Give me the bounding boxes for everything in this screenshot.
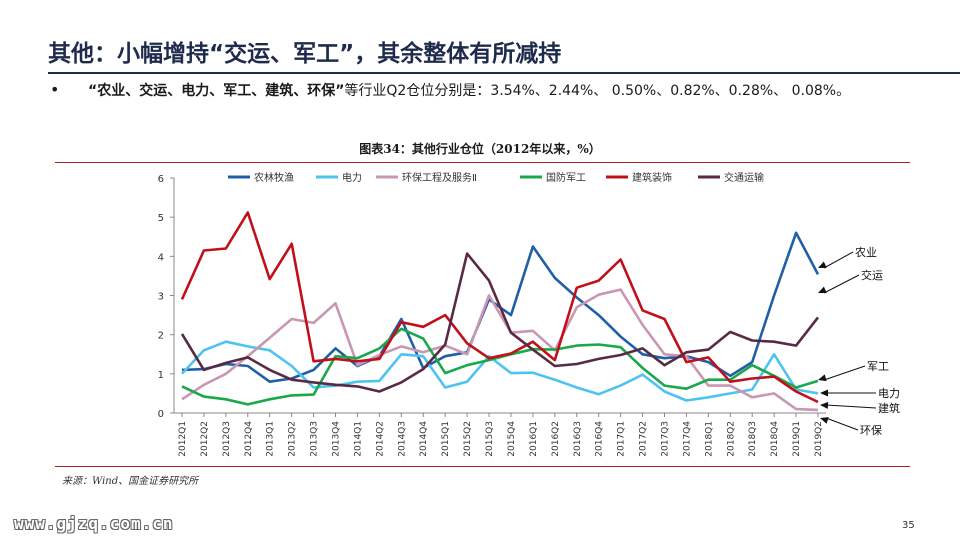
x-tick-label: 2016Q3 <box>573 421 583 457</box>
annotation-label: 农业 <box>855 245 877 259</box>
figure-top-rule <box>55 162 910 163</box>
annotation-label: 交运 <box>861 268 883 282</box>
series-line <box>180 252 820 393</box>
legend-label: 环保工程及服务Ⅱ <box>402 171 477 184</box>
x-tick-label: 2012Q2 <box>200 421 210 457</box>
x-tick-label: 2015Q4 <box>507 421 517 457</box>
y-tick-label: 0 <box>158 409 164 420</box>
x-tick-label: 2014Q2 <box>375 421 385 457</box>
x-tick-label: 2016Q1 <box>529 421 539 457</box>
x-tick-label: 2013Q2 <box>288 421 298 457</box>
x-tick-label: 2017Q1 <box>617 421 627 457</box>
annotation-arrow-line <box>823 251 854 269</box>
x-tick-label: 2014Q1 <box>353 421 363 457</box>
page-title: 其他：小幅增持“交运、军工”，其余整体有所减持 <box>48 41 562 67</box>
annotation-arrow-line <box>823 274 860 294</box>
x-tick-label: 2016Q4 <box>595 421 605 457</box>
annotation-arrow-head <box>818 261 827 268</box>
x-tick-label: 2013Q3 <box>310 421 320 457</box>
annotation-label: 军工 <box>867 360 889 373</box>
x-tick-label: 2017Q3 <box>660 421 670 457</box>
annotation-arrow-head <box>818 286 827 293</box>
annotation-label: 建筑 <box>878 401 900 415</box>
title-divider <box>48 72 960 74</box>
bullet-text: “农业、交运、电力、军工、建筑、环保”等行业Q2仓位分别是：3.54%、2.44… <box>88 80 928 102</box>
x-tick-label: 2013Q4 <box>332 421 342 457</box>
legend-label: 农林牧渔 <box>254 171 294 184</box>
y-tick-label: 4 <box>158 252 164 263</box>
annotation-arrow-head <box>820 401 829 409</box>
legend-label: 电力 <box>342 171 362 184</box>
y-tick-label: 5 <box>158 213 164 224</box>
figure-title: 图表34：其他行业仓位（2012年以来，%） <box>359 142 601 156</box>
annotation-arrow-head <box>820 417 829 424</box>
annotation-arrow-line <box>823 365 866 381</box>
annotation-arrow-head <box>820 389 828 397</box>
series-line <box>181 340 819 402</box>
x-tick-label: 2015Q2 <box>463 421 473 457</box>
series-line <box>180 211 819 404</box>
x-tick-label: 2019Q1 <box>792 421 802 457</box>
annotation-arrow-line <box>825 417 859 431</box>
x-tick-label: 2013Q1 <box>266 421 276 457</box>
annotation-label: 环保 <box>860 423 882 437</box>
series-line <box>181 327 819 406</box>
series-line <box>181 288 819 412</box>
bullet-bold: “农业、交运、电力、军工、建筑、环保” <box>88 83 345 99</box>
source-note: 来源：Wind、国金证券研究所 <box>62 476 199 487</box>
x-tick-label: 2015Q3 <box>485 421 495 457</box>
y-tick-label: 1 <box>158 370 164 381</box>
x-tick-label: 2018Q4 <box>770 421 780 457</box>
annotation-arrow-line <box>825 404 877 409</box>
bullet-marker: • <box>50 80 60 99</box>
x-tick-label: 2015Q1 <box>441 421 451 457</box>
legend-label: 国防军工 <box>546 171 586 184</box>
figure-bottom-rule <box>55 466 910 467</box>
bullet-rest: 等行业Q2仓位分别是：3.54%、2.44%、 0.50%、0.82%、0.28… <box>344 83 851 99</box>
x-tick-label: 2018Q1 <box>704 421 714 457</box>
x-tick-label: 2016Q2 <box>551 421 561 457</box>
x-tick-label: 2017Q4 <box>682 421 692 457</box>
x-tick-label: 2017Q2 <box>639 421 649 457</box>
x-tick-label: 2019Q2 <box>814 421 824 457</box>
legend-label: 建筑装饰 <box>632 171 672 184</box>
y-tick-label: 3 <box>158 292 164 303</box>
legend-label: 交通运输 <box>724 171 764 184</box>
x-tick-label: 2014Q4 <box>419 421 429 457</box>
y-tick-label: 6 <box>158 174 164 185</box>
annotation-arrow-head <box>818 374 827 382</box>
x-tick-label: 2018Q2 <box>726 421 736 457</box>
annotation-label: 电力 <box>878 387 900 400</box>
x-tick-label: 2014Q3 <box>397 421 407 457</box>
page-number: 35 <box>902 520 915 531</box>
x-tick-label: 2012Q4 <box>244 421 254 457</box>
x-tick-label: 2012Q1 <box>178 421 188 457</box>
footer-url: www.gjzq.com.cn <box>14 514 174 533</box>
y-tick-label: 2 <box>158 331 164 342</box>
x-tick-label: 2012Q3 <box>222 421 232 457</box>
x-tick-label: 2018Q3 <box>748 421 758 457</box>
